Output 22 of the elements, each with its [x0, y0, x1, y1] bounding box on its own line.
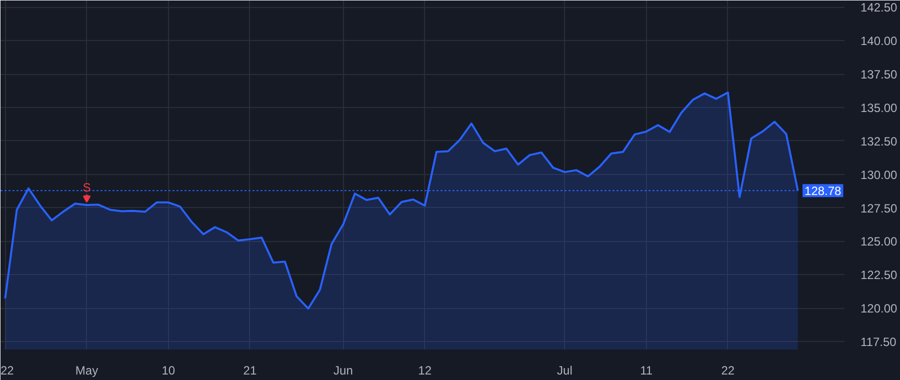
x-tick-label: 22: [0, 364, 14, 378]
annotation: S: [82, 180, 91, 194]
y-tick-label: 132.50: [860, 134, 898, 148]
y-tick-label: 130.00: [860, 168, 898, 182]
x-tick-label: Jun: [334, 364, 353, 378]
y-tick-label: 122.50: [860, 268, 898, 282]
x-tick-label: May: [75, 364, 98, 378]
y-tick-label: 137.50: [860, 68, 898, 82]
y-tick-label: 120.00: [860, 302, 898, 316]
x-tick-label: 10: [162, 364, 176, 378]
y-tick-label: 117.50: [860, 334, 897, 349]
y-tick-label: 142.50: [860, 0, 898, 15]
y-tick-label: 125.00: [860, 234, 898, 249]
x-tick-label: Jul: [557, 364, 572, 378]
y-tick-label: 135.00: [860, 100, 898, 115]
x-tick-label: 21: [243, 364, 257, 378]
x-tick-label: 11: [640, 364, 653, 378]
ref-line-label: 128.78: [804, 184, 842, 198]
x-tick-label: 12: [418, 364, 432, 378]
y-tick-label: 140.00: [860, 34, 898, 48]
x-tick-label: 22: [721, 364, 735, 378]
y-tick-label: 127.50: [860, 201, 898, 216]
